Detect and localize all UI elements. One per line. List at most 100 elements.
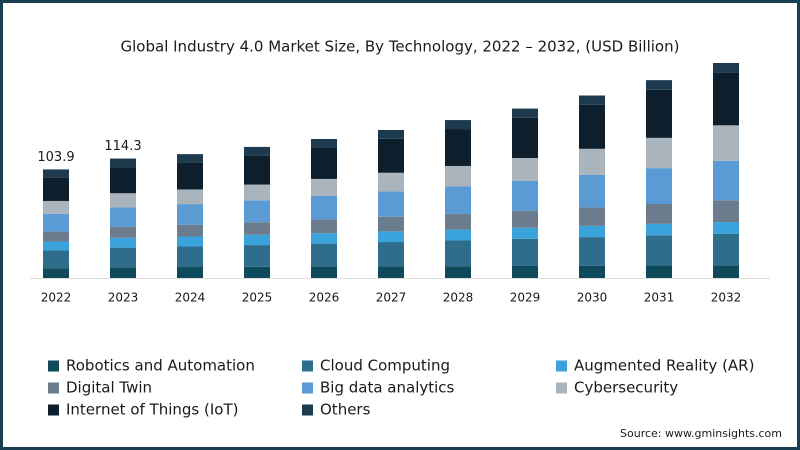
bar-segment <box>244 200 270 223</box>
legend-swatch <box>48 360 59 372</box>
bar-segment <box>378 172 404 192</box>
bar-segment <box>177 236 203 247</box>
bar-segment <box>244 184 270 201</box>
bar-segment <box>445 229 471 241</box>
legend-label: Cloud Computing <box>320 357 450 375</box>
x-tick-label: 2030 <box>577 291 608 305</box>
legend-label: Augmented Reality (AR) <box>574 357 754 375</box>
bar-segment <box>445 120 471 130</box>
bar-segment <box>43 169 69 178</box>
bar-segment <box>579 207 605 226</box>
bar-segment <box>43 231 69 242</box>
bar-segment <box>713 125 739 161</box>
x-tick-label: 2023 <box>108 291 139 305</box>
bar-segment <box>311 219 337 234</box>
bar-segment <box>512 238 538 266</box>
bar-segment <box>445 129 471 166</box>
bar-segment <box>110 267 136 278</box>
bar-segment <box>445 165 471 187</box>
bar-segment <box>110 237 136 248</box>
bar-segment <box>177 224 203 237</box>
x-tick-label: 2032 <box>711 291 742 305</box>
bar-segment <box>110 158 136 168</box>
legend-label: Digital Twin <box>66 379 152 397</box>
x-tick-label: 2024 <box>175 291 206 305</box>
legend-label: Others <box>320 401 371 419</box>
bar-segment <box>378 129 404 139</box>
bar-segment <box>646 89 672 138</box>
bar-segment <box>512 265 538 278</box>
bar-segment <box>378 216 404 232</box>
bar-segment <box>512 227 538 239</box>
bar-segment <box>311 195 337 220</box>
bar-segment <box>244 266 270 278</box>
bar-segment <box>177 154 203 163</box>
bar-segment <box>378 266 404 278</box>
bar-segment <box>646 80 672 90</box>
bar-segment <box>311 243 337 267</box>
bar-segment <box>311 233 337 244</box>
bar-segment <box>512 158 538 182</box>
x-tick-label: 2026 <box>309 291 340 305</box>
bar-segment <box>43 241 69 251</box>
x-tick-label: 2031 <box>644 291 675 305</box>
bar-segment <box>244 245 270 267</box>
bar-segment <box>378 138 404 173</box>
bar-segment <box>177 267 203 278</box>
bar-segment <box>177 246 203 268</box>
bar-segment <box>244 146 270 156</box>
legend-label: Big data analytics <box>320 379 455 397</box>
source: Source: www.gminsights.com <box>620 427 782 440</box>
x-tick-label: 2025 <box>242 291 273 305</box>
legend-label: Internet of Things (IoT) <box>66 401 238 419</box>
bar-segment <box>512 210 538 228</box>
bar-segment <box>378 231 404 243</box>
bar-segment <box>713 63 739 73</box>
bar-segment <box>110 207 136 227</box>
bar-segment <box>512 108 538 118</box>
legend-swatch <box>302 404 313 416</box>
bar-segment <box>646 137 672 169</box>
x-tick-label: 2029 <box>510 291 541 305</box>
bar-segment <box>311 266 337 278</box>
bar-segment <box>713 265 739 278</box>
legend-swatch <box>48 404 59 416</box>
bar-segment <box>579 265 605 278</box>
bar-segment <box>110 167 136 194</box>
bar-segment <box>445 266 471 278</box>
bar-segment <box>43 177 69 201</box>
bar-segment <box>646 223 672 236</box>
bar-segment <box>244 222 270 235</box>
bar-segment <box>244 155 270 185</box>
bar-segment <box>177 162 203 190</box>
bar-segment <box>445 240 471 267</box>
bar-segment <box>646 235 672 266</box>
bar-segment <box>646 203 672 224</box>
bar-segment <box>713 222 739 234</box>
bar-segment <box>244 234 270 246</box>
bar-segment <box>646 168 672 204</box>
legend-label: Robotics and Automation <box>66 357 255 375</box>
total-label: 114.3 <box>104 139 141 154</box>
bar-segment <box>713 160 739 201</box>
bar-segment <box>579 237 605 266</box>
bar-segment <box>445 213 471 230</box>
legend-swatch <box>302 360 313 372</box>
bar-segment <box>512 117 538 159</box>
legend-swatch <box>48 382 59 394</box>
bar-segment <box>43 200 69 214</box>
legend-swatch <box>302 382 313 394</box>
bar-segment <box>512 181 538 211</box>
bar-segment <box>311 138 337 148</box>
bar-segment <box>110 247 136 268</box>
legend-label: Cybersecurity <box>574 379 678 397</box>
total-label: 103.9 <box>37 150 74 165</box>
bar-segment <box>445 186 471 214</box>
bar-segment <box>713 233 739 266</box>
bar-segment <box>378 242 404 267</box>
x-tick-label: 2022 <box>41 291 72 305</box>
bar-segment <box>311 147 337 179</box>
bar-segment <box>579 148 605 175</box>
bar-segment <box>177 189 203 205</box>
bar-segment <box>43 250 69 269</box>
